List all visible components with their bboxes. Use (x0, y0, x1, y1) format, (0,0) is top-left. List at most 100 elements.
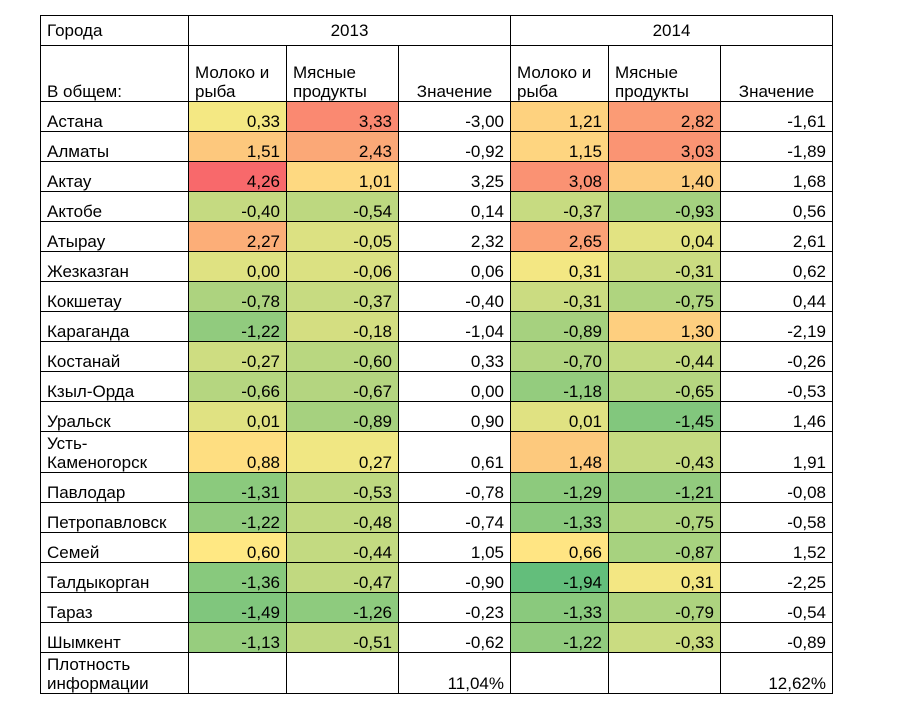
cell-meat-2013: -0,60 (286, 341, 399, 372)
cell-milk-fish-2014: -1,33 (510, 592, 609, 623)
cell-value-2014: -0,08 (720, 472, 833, 503)
cell-value-2014: 1,91 (720, 431, 833, 473)
cell-meat-2013: -0,05 (286, 221, 399, 252)
cell-meat-2014: -0,75 (608, 281, 721, 312)
year-2014-header: 2014 (510, 15, 833, 46)
city-label: Кзыл-Орда (40, 371, 189, 402)
cell-meat-2013: -0,51 (286, 622, 399, 653)
cell-meat-2014: 0,04 (608, 221, 721, 252)
corner-bottom-label: В общем: (40, 45, 189, 102)
table-row: Павлодар -1,31 -0,53 -0,78 -1,29 -1,21 -0,08 (40, 472, 833, 503)
cell-meat-2014: -0,33 (608, 622, 721, 653)
cell-milk-fish-2013: 0,01 (188, 401, 287, 432)
city-label: Актобе (40, 191, 189, 222)
heatmap-table: Города 2013 2014 В общем: Молоко и рыба … (40, 15, 833, 694)
cell-value-2013: 2,32 (398, 221, 511, 252)
cell-meat-2014: 0,31 (608, 562, 721, 593)
cell-milk-fish-2013: 4,26 (188, 161, 287, 192)
cell-meat-2013: -0,48 (286, 502, 399, 533)
cell-value-2013: -1,04 (398, 311, 511, 342)
cell-meat-2014: 1,30 (608, 311, 721, 342)
city-label: Талдыкорган (40, 562, 189, 593)
cell-milk-fish-2014: 1,48 (510, 431, 609, 473)
cell-meat-2014: -1,21 (608, 472, 721, 503)
cell-value-2014: 1,68 (720, 161, 833, 192)
cell-milk-fish-2014: -0,31 (510, 281, 609, 312)
cell-milk-fish-2014: -1,29 (510, 472, 609, 503)
city-label: Атырау (40, 221, 189, 252)
cell-meat-2013: -0,18 (286, 311, 399, 342)
cell-milk-fish-2013: -0,27 (188, 341, 287, 372)
cell-milk-fish-2013: -1,22 (188, 502, 287, 533)
cell-meat-2013: -0,89 (286, 401, 399, 432)
col-milk-fish-2014: Молоко и рыба (510, 45, 609, 102)
cell-milk-fish-2014: -1,94 (510, 562, 609, 593)
cell-value-2013: -0,62 (398, 622, 511, 653)
cell-meat-2014: -0,93 (608, 191, 721, 222)
cell-milk-fish-2013: -0,78 (188, 281, 287, 312)
cell-milk-fish-2014: 3,08 (510, 161, 609, 192)
cell-meat-2014: -0,75 (608, 502, 721, 533)
cell-value-2013: 0,90 (398, 401, 511, 432)
cell-value-2013: 0,33 (398, 341, 511, 372)
year-2013-header: 2013 (188, 15, 511, 46)
col-meat-2013: Мясные продукты (286, 45, 399, 102)
cell-value-2013: 0,14 (398, 191, 511, 222)
cell-value-2014: 0,62 (720, 251, 833, 282)
table-row: Актау 4,26 1,01 3,25 3,08 1,40 1,68 (40, 161, 833, 192)
cell-milk-fish-2014: 1,21 (510, 101, 609, 132)
cell-meat-2014: -0,87 (608, 532, 721, 563)
table-row: Кокшетау -0,78 -0,37 -0,40 -0,31 -0,75 0,44 (40, 281, 833, 312)
cell-value-2013: 0,06 (398, 251, 511, 282)
cell-value-2014: -2,25 (720, 562, 833, 593)
col-milk-fish-2013: Молоко и рыба (188, 45, 287, 102)
col-value-2014: Значение (720, 45, 833, 102)
cell-meat-2014: -0,31 (608, 251, 721, 282)
cell-milk-fish-2014: -0,37 (510, 191, 609, 222)
cell-milk-fish-2013: -1,36 (188, 562, 287, 593)
cell-value-2014: 0,44 (720, 281, 833, 312)
cell-meat-2014: -0,79 (608, 592, 721, 623)
table-row: Атырау 2,27 -0,05 2,32 2,65 0,04 2,61 (40, 221, 833, 252)
table-row: Петропавловск -1,22 -0,48 -0,74 -1,33 -0,75 -0… (40, 502, 833, 533)
cell-meat-2013: -0,67 (286, 371, 399, 402)
cell-value-2013: 0,61 (398, 431, 511, 473)
density-empty (286, 652, 399, 694)
cell-value-2013: -0,78 (398, 472, 511, 503)
cell-milk-fish-2014: 0,01 (510, 401, 609, 432)
cell-milk-fish-2013: 1,51 (188, 131, 287, 162)
city-label: Петропавловск (40, 502, 189, 533)
cell-milk-fish-2013: -1,49 (188, 592, 287, 623)
cell-value-2014: -0,53 (720, 371, 833, 402)
table-row: Жезказган 0,00 -0,06 0,06 0,31 -0,31 0,62 (40, 251, 833, 282)
cell-meat-2014: -0,65 (608, 371, 721, 402)
density-value-2013: 11,04% (398, 652, 511, 694)
cell-milk-fish-2013: 0,60 (188, 532, 287, 563)
column-header-row: В общем: Молоко и рыба Мясные продукты З… (40, 45, 833, 102)
cell-value-2013: -0,90 (398, 562, 511, 593)
city-label: Усть-Каменогорск (40, 431, 189, 473)
cell-value-2014: -0,58 (720, 502, 833, 533)
cell-meat-2013: 2,43 (286, 131, 399, 162)
cell-value-2014: 1,52 (720, 532, 833, 563)
density-empty (608, 652, 721, 694)
cell-meat-2013: -0,37 (286, 281, 399, 312)
table-row: Талдыкорган -1,36 -0,47 -0,90 -1,94 0,31 -2,25 (40, 562, 833, 593)
city-label: Алматы (40, 131, 189, 162)
city-label: Кокшетау (40, 281, 189, 312)
table-row: Тараз -1,49 -1,26 -0,23 -1,33 -0,79 -0,54 (40, 592, 833, 623)
cell-milk-fish-2013: 0,33 (188, 101, 287, 132)
cell-meat-2013: -0,06 (286, 251, 399, 282)
cell-value-2014: -1,89 (720, 131, 833, 162)
table-row: Алматы 1,51 2,43 -0,92 1,15 3,03 -1,89 (40, 131, 833, 162)
cell-value-2013: -3,00 (398, 101, 511, 132)
cell-value-2014: -0,54 (720, 592, 833, 623)
cell-meat-2013: 3,33 (286, 101, 399, 132)
cell-meat-2013: -0,53 (286, 472, 399, 503)
cell-milk-fish-2014: -1,18 (510, 371, 609, 402)
cell-meat-2014: 1,40 (608, 161, 721, 192)
cell-milk-fish-2014: -1,33 (510, 502, 609, 533)
cell-value-2014: -2,19 (720, 311, 833, 342)
city-label: Астана (40, 101, 189, 132)
cell-value-2013: -0,74 (398, 502, 511, 533)
